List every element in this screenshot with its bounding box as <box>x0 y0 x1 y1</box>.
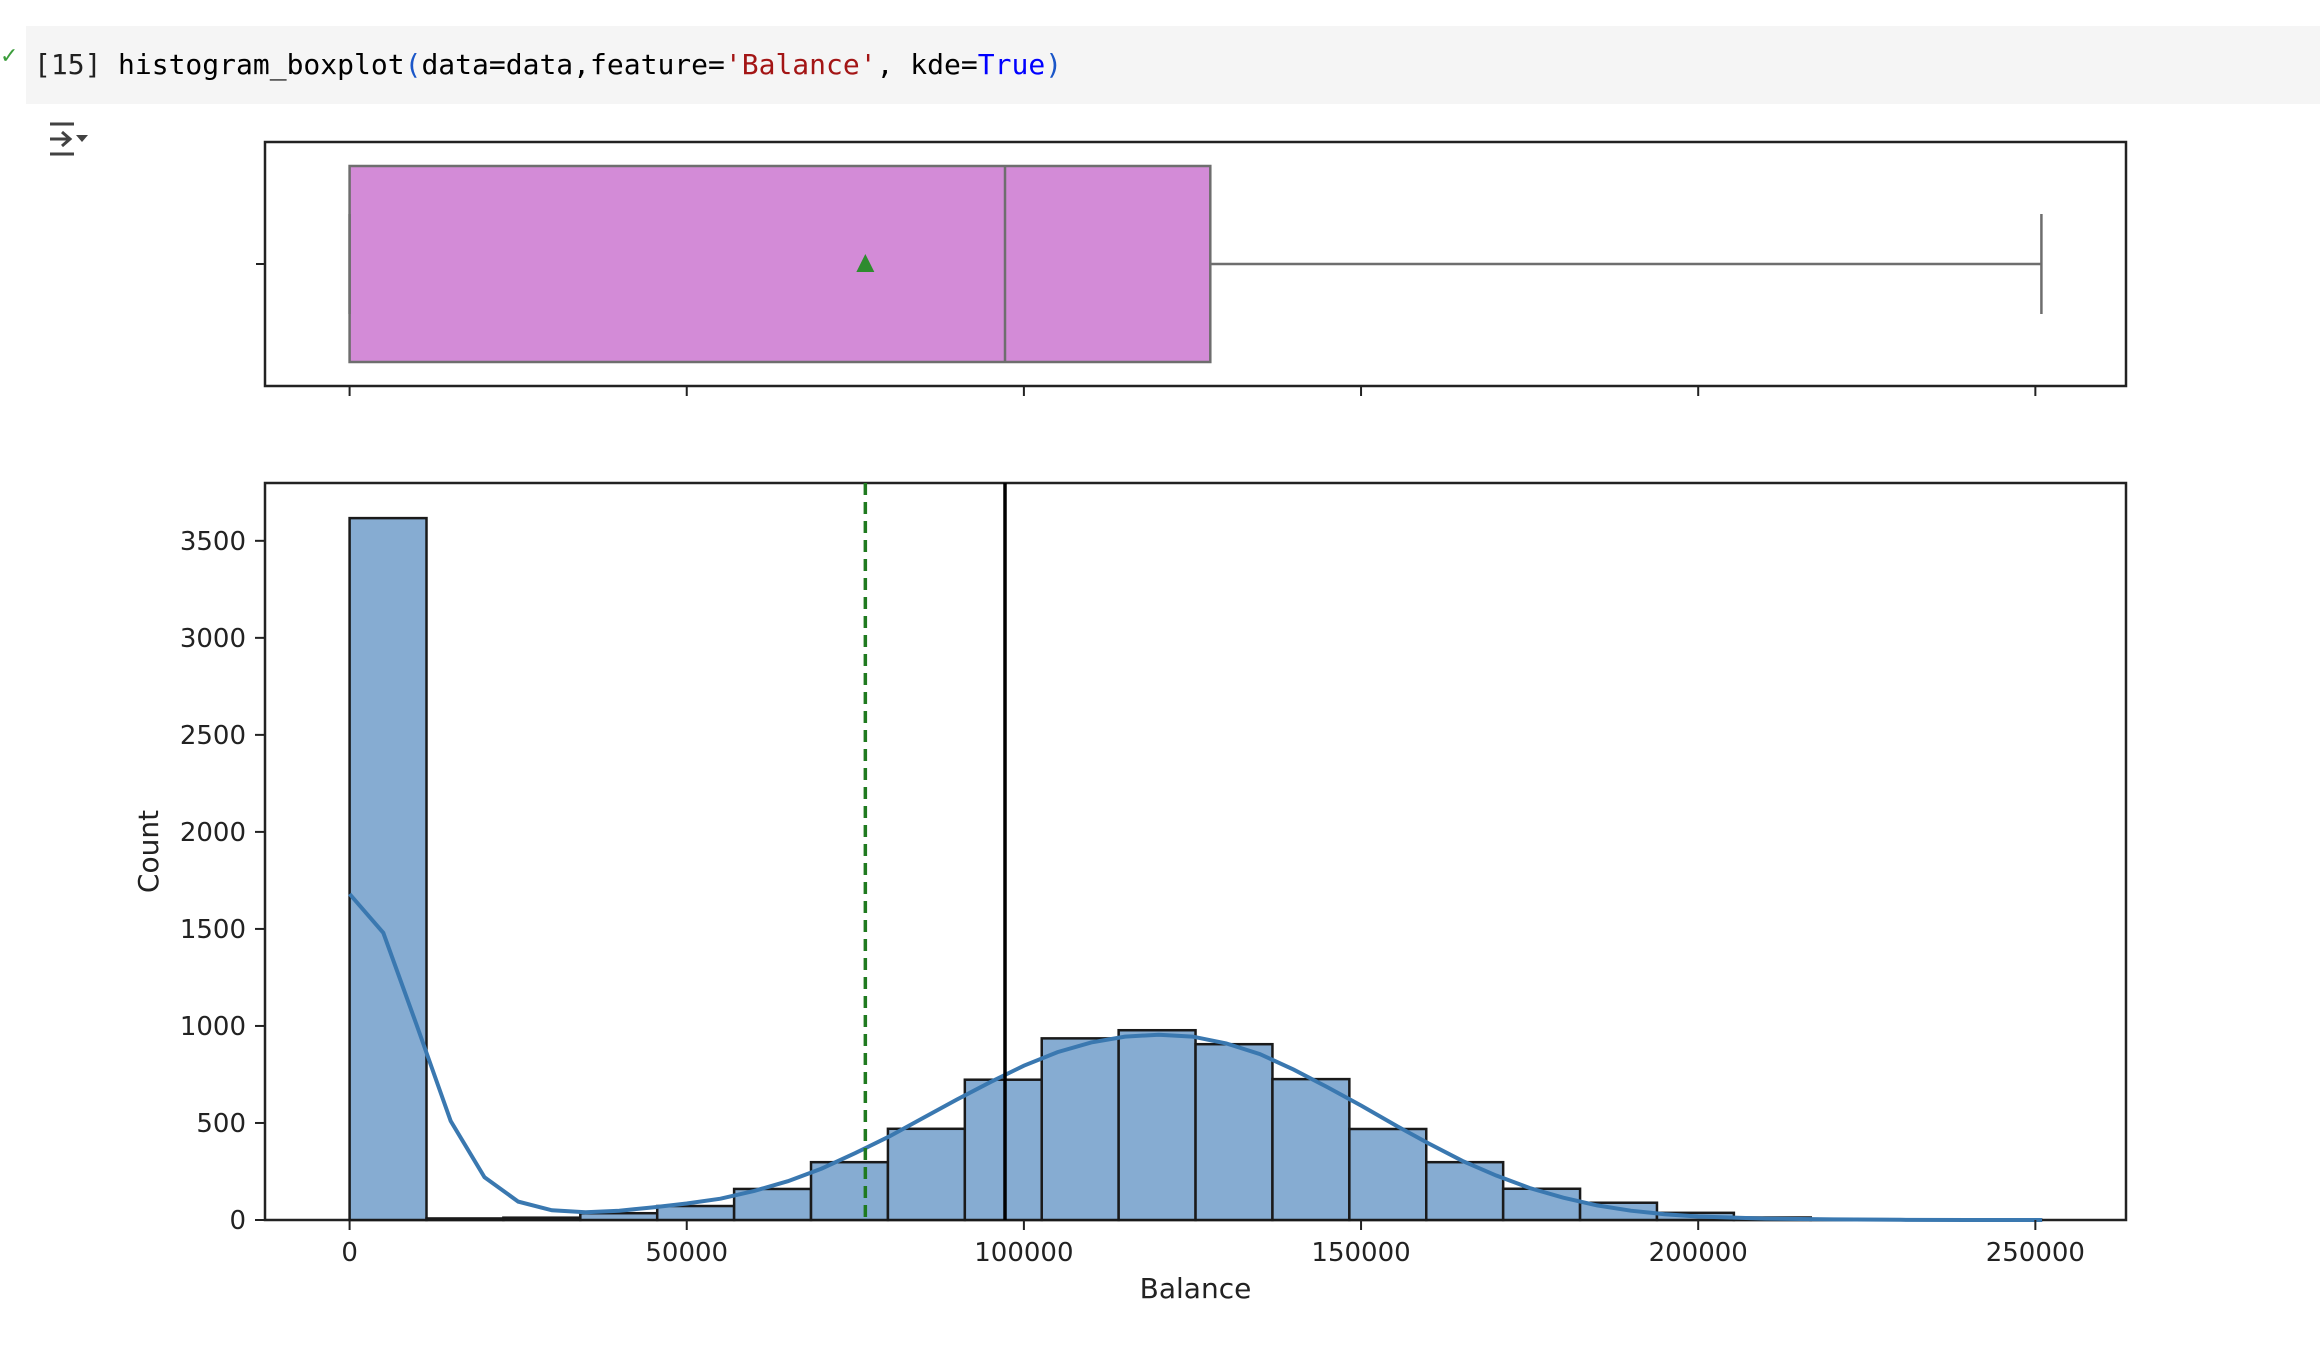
y-axis-label: Count <box>132 810 165 893</box>
x-tick-label: 250000 <box>1986 1238 2085 1268</box>
histogram-bar <box>503 1218 580 1220</box>
histogram-bar <box>350 518 427 1220</box>
histogram-bar <box>1272 1079 1349 1220</box>
y-tick-label: 3000 <box>180 624 246 654</box>
x-tick-label: 100000 <box>974 1238 1073 1268</box>
y-tick-label: 0 <box>229 1206 246 1236</box>
histogram-bar <box>811 1162 888 1220</box>
x-tick-label: 50000 <box>645 1238 728 1268</box>
histogram-bar <box>1349 1129 1426 1220</box>
histogram-bar <box>657 1206 734 1220</box>
histogram-bar <box>580 1213 657 1220</box>
boxplot-box <box>350 166 1211 362</box>
x-axis-label: Balance <box>1140 1272 1252 1305</box>
histogram-bar <box>426 1218 503 1220</box>
y-tick-label: 2000 <box>180 818 246 848</box>
y-tick-label: 500 <box>196 1109 246 1139</box>
y-tick-label: 1500 <box>180 915 246 945</box>
y-tick-label: 1000 <box>180 1012 246 1042</box>
histogram-bar <box>1119 1030 1196 1220</box>
y-tick-label: 3500 <box>180 527 246 557</box>
histogram-bar <box>1196 1044 1273 1220</box>
x-tick-label: 200000 <box>1649 1238 1748 1268</box>
histogram-bar <box>888 1129 965 1220</box>
y-tick-label: 2500 <box>180 721 246 751</box>
x-tick-label: 150000 <box>1311 1238 1410 1268</box>
x-tick-label: 0 <box>341 1238 358 1268</box>
histogram-bar <box>1042 1038 1119 1220</box>
histogram-bar <box>1426 1162 1503 1220</box>
